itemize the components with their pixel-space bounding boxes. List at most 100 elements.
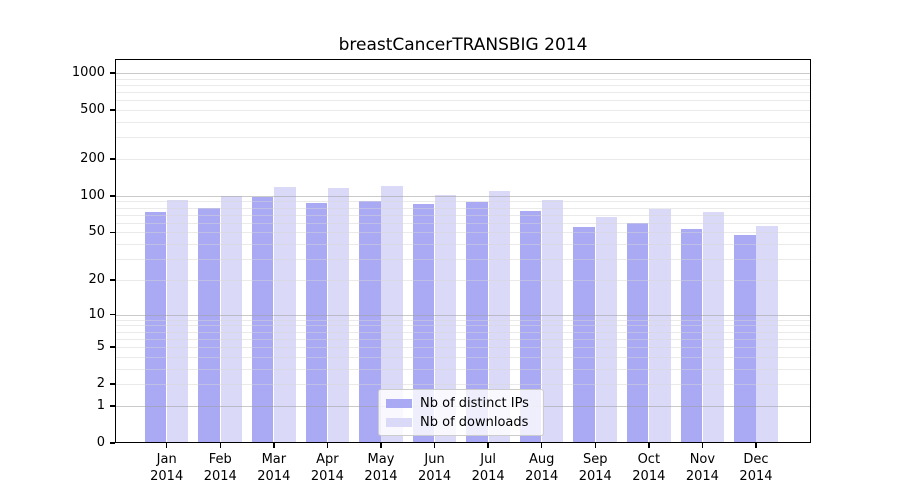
minor-gridline (116, 121, 810, 123)
y-tick-label: 2 (96, 376, 105, 392)
x-tick-label-feb: Feb 2014 (203, 452, 237, 484)
minor-gridline (116, 201, 810, 203)
legend-label-downloads: Nb of downloads (420, 414, 529, 430)
y-tick-mark (110, 346, 115, 348)
x-tick-mark (594, 443, 596, 448)
minor-gridline (116, 207, 810, 209)
bar-distinct-ips-oct (627, 222, 649, 443)
major-gridline (116, 73, 810, 74)
x-tick-mark (540, 443, 543, 448)
y-tick-mark (110, 109, 115, 111)
y-tick-label: 100 (80, 187, 105, 203)
bar-downloads-aug (542, 200, 564, 443)
minor-gridline (116, 347, 810, 349)
y-tick-mark (110, 383, 115, 385)
y-tick-mark (110, 313, 115, 316)
legend-swatch-downloads (386, 417, 412, 427)
bar-distinct-ips-apr (305, 203, 327, 443)
y-tick-mark (110, 158, 115, 160)
legend-label-distinct-ips: Nb of distinct IPs (420, 395, 529, 411)
minor-gridline (116, 78, 810, 80)
bar-downloads-jun (434, 194, 457, 443)
minor-gridline (116, 110, 810, 112)
x-tick-label-sep: Sep 2014 (578, 452, 612, 484)
major-gridline (116, 314, 810, 316)
minor-gridline (116, 232, 810, 234)
chart-title: breastCancerTRANSBIG 2014 (338, 35, 588, 55)
bar-distinct-ips-may (359, 201, 381, 443)
x-tick-label-nov: Nov 2014 (685, 452, 719, 484)
y-tick-label: 1 (96, 397, 105, 413)
x-tick-mark (273, 443, 275, 448)
bar-distinct-ips-jul (466, 202, 488, 443)
bar-distinct-ips-nov (680, 229, 702, 443)
x-tick-label-mar: Mar 2014 (257, 452, 291, 484)
x-tick-mark (648, 443, 650, 448)
minor-gridline (116, 214, 810, 216)
x-tick-label-dec: Dec 2014 (739, 452, 773, 484)
minor-gridline (116, 331, 810, 333)
y-tick-mark (110, 72, 115, 74)
minor-gridline (116, 100, 810, 102)
x-tick-label-oct: Oct 2014 (632, 452, 666, 484)
legend-item-distinct-ips: Nb of distinct IPs (379, 396, 543, 411)
bar-distinct-ips-sep (573, 227, 595, 443)
bar-distinct-ips-jan (144, 211, 167, 443)
x-tick-mark (487, 443, 489, 448)
bar-distinct-ips-jun (412, 204, 435, 443)
y-tick-label: 1000 (71, 65, 105, 80)
bar-downloads-dec (756, 225, 778, 443)
x-tick-mark (380, 443, 382, 448)
y-tick-mark (110, 442, 115, 444)
x-tick-mark (755, 443, 757, 448)
bar-downloads-nov (702, 211, 725, 443)
minor-gridline (116, 84, 810, 86)
minor-gridline (116, 158, 810, 160)
major-gridline (116, 195, 810, 197)
bar-downloads-feb (220, 195, 243, 443)
x-tick-label-jan: Jan 2014 (150, 452, 184, 484)
minor-gridline (116, 222, 810, 224)
minor-gridline (116, 325, 810, 327)
x-tick-mark (701, 443, 704, 448)
legend-item-downloads: Nb of downloads (379, 415, 543, 430)
y-tick-label: 10 (88, 306, 105, 322)
bar-downloads-jan (167, 199, 189, 443)
y-tick-label: 5 (96, 339, 105, 355)
x-tick-mark (166, 443, 168, 448)
y-tick-mark (110, 231, 115, 234)
x-tick-label-jun: Jun 2014 (418, 452, 452, 484)
y-tick-label: 0 (96, 435, 105, 450)
y-tick-label: 20 (88, 271, 105, 287)
x-tick-mark (433, 443, 436, 448)
bar-distinct-ips-dec (734, 234, 756, 443)
minor-gridline (116, 319, 810, 321)
x-tick-label-apr: Apr 2014 (310, 452, 344, 484)
minor-gridline (116, 244, 810, 246)
minor-gridline (116, 137, 810, 139)
y-tick-mark (110, 195, 115, 197)
x-tick-label-aug: Aug 2014 (525, 452, 559, 484)
minor-gridline (116, 279, 810, 281)
y-tick-label: 50 (88, 224, 105, 240)
x-tick-mark (326, 443, 329, 448)
x-tick-label-jul: Jul 2014 (471, 452, 505, 484)
minor-gridline (116, 259, 810, 261)
y-tick-mark (110, 405, 115, 407)
x-tick-mark (219, 443, 221, 448)
bar-downloads-may (381, 185, 403, 443)
x-tick-label-may: May 2014 (364, 452, 398, 484)
bar-downloads-jul (488, 191, 510, 443)
minor-gridline (116, 368, 810, 370)
y-tick-label: 200 (80, 150, 105, 166)
bar-downloads-sep (595, 217, 618, 443)
bar-downloads-apr (327, 188, 350, 443)
legend-swatch-distinct-ips (386, 398, 412, 408)
minor-gridline (116, 356, 810, 358)
y-tick-mark (110, 279, 115, 281)
y-tick-label: 500 (80, 102, 105, 118)
minor-gridline (116, 92, 810, 94)
legend: Nb of distinct IPs Nb of downloads (378, 389, 544, 436)
minor-gridline (116, 338, 810, 340)
